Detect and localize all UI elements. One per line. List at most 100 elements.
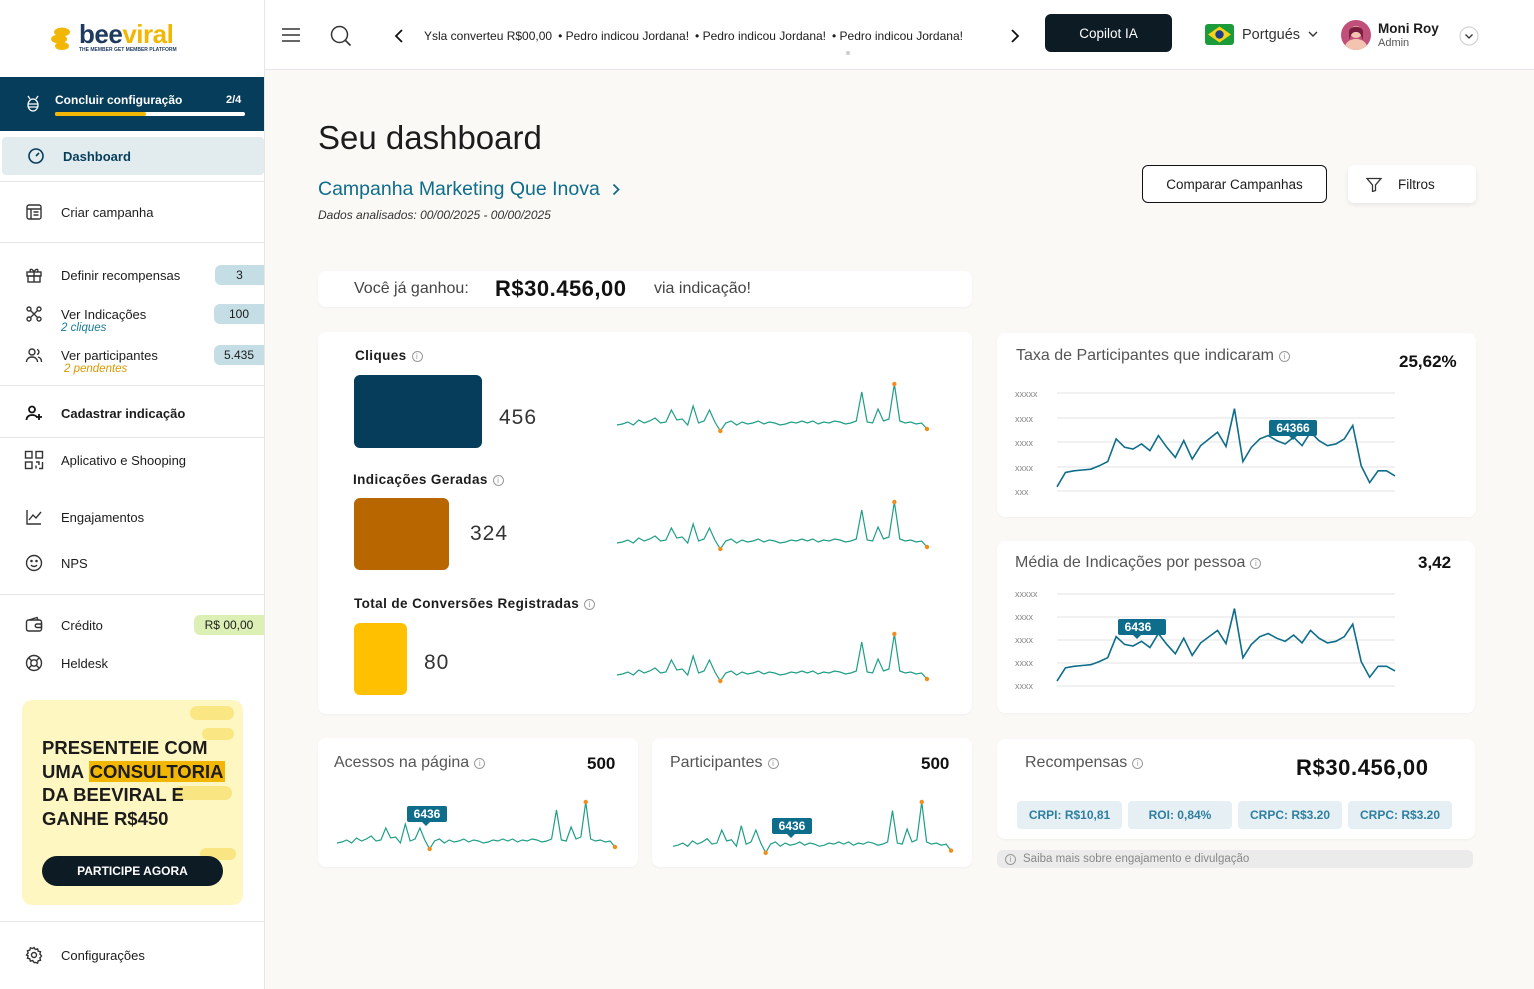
honeycomb-decoration (174, 706, 236, 860)
chevron-down-icon (1308, 31, 1318, 37)
copilot-button[interactable]: Copilot IA (1045, 14, 1172, 52)
users-icon (24, 345, 44, 365)
divider (0, 181, 264, 182)
avg-referrals-card: Média de Indicações por pessoa i 3,42 xxx… (997, 541, 1475, 713)
search-icon[interactable] (330, 25, 352, 47)
card-value: 500 (587, 754, 616, 773)
highlight-point (763, 850, 768, 855)
sidebar-item-dashboard[interactable]: Dashboard (2, 137, 264, 175)
smile-icon (24, 553, 44, 573)
sparkline: 6436 (672, 799, 954, 855)
logo[interactable]: beeviral THE MEMBER GET MEMBER PLATFORM (50, 19, 177, 53)
metric-title: Total de Conversões Registradas i (354, 596, 596, 611)
sidebar-item-aplicativo[interactable]: Aplicativo e Shooping (0, 441, 264, 479)
earned-suffix: via indicação! (654, 280, 751, 297)
promo-banner[interactable]: PRESENTEIE COM UMA CONSULTORIA DA BEEVIR… (22, 700, 243, 905)
y-axis-label: xxx (1015, 487, 1029, 497)
sidebar-item-label: NPS (61, 555, 88, 571)
language-label: Portgués (1242, 26, 1301, 43)
highlight-point (948, 848, 954, 853)
earned-banner: Você já ganhou: R$30.456,00 via indicaçã… (318, 271, 972, 307)
filter-icon (1366, 177, 1382, 192)
info-icon[interactable]: i (1278, 351, 1290, 362)
sidebar-item-label: Ver Indicações (61, 306, 147, 322)
info-icon[interactable]: i (584, 599, 596, 610)
compare-campaigns-button[interactable]: Comparar Campanhas (1142, 165, 1327, 203)
info-icon[interactable]: i (492, 475, 504, 486)
sidebar-item-label: Criar campanha (61, 204, 154, 220)
y-axis-label: xxxx (1015, 414, 1034, 424)
sidebar-item-cadastrar[interactable]: Cadastrar indicação (0, 394, 264, 432)
language-selector[interactable]: Portgués (1205, 24, 1318, 45)
sidebar-item-participantes[interactable]: Ver participantes 2 pendentes 5.435 (0, 336, 264, 375)
sidebar-item-recompensas[interactable]: Definir recompensas 3 (0, 256, 264, 294)
chart-tooltip: 6436 (1118, 619, 1166, 639)
y-axis-label: xxxx (1015, 612, 1034, 622)
sidebar-item-label: Aplicativo e Shooping (61, 452, 187, 468)
promo-cta-button[interactable]: PARTICIPE AGORA (42, 856, 223, 886)
participants-card: Participantes i 500 6436 (652, 738, 972, 867)
bee-icon (27, 95, 39, 112)
info-icon[interactable]: i (1250, 558, 1262, 569)
card-title: Participantes i (670, 754, 779, 772)
svg-text:6436: 6436 (1125, 620, 1152, 634)
indicacoes-badge: 100 (214, 304, 264, 324)
svg-text:6436: 6436 (779, 819, 806, 833)
sidebar-item-credito[interactable]: Crédito R$ 00,00 (0, 606, 264, 644)
highlight-point (718, 678, 723, 684)
carousel-dot (846, 51, 850, 55)
campaign-selector[interactable]: Campanha Marketing Que Inova (318, 178, 620, 201)
metrics-card: Cliques i 456 Indicações Geradas i 324 Tot… (318, 332, 972, 714)
sidebar-item-indicacoes[interactable]: Ver Indicações 2 cliques 100 (0, 295, 264, 334)
setup-progress[interactable]: Concluir configuração 2/4 (0, 77, 264, 131)
card-title: Taxa de Participantes que indicaram i (1016, 347, 1290, 365)
engagement-help-link[interactable]: i Saiba mais sobre engajamento e divulga… (997, 850, 1473, 868)
chevron-left-icon[interactable] (394, 29, 404, 43)
info-icon[interactable]: i (411, 351, 423, 362)
sparkline (616, 381, 930, 434)
qr-code-icon (24, 450, 44, 470)
topbar (265, 0, 1534, 70)
sparkline (616, 499, 930, 552)
wallet-icon (24, 615, 44, 635)
gear-icon (24, 945, 44, 965)
info-icon[interactable]: i (1132, 758, 1144, 769)
brazil-flag-icon (1205, 24, 1234, 45)
sidebar-item-nps[interactable]: NPS (0, 544, 264, 582)
help-text: Saiba mais sobre engajamento e divulgaçã… (1023, 853, 1250, 865)
analysis-period: Dados analisados: 00/00/2025 - 00/00/202… (318, 208, 551, 222)
setup-count: 2/4 (226, 94, 242, 106)
filters-button[interactable]: Filtros (1348, 165, 1476, 203)
filters-label: Filtros (1398, 176, 1435, 192)
info-icon[interactable]: i (767, 758, 779, 769)
ticker-item: Ysla converteu R$00,00 (424, 29, 553, 43)
page-title: Seu dashboard (318, 119, 542, 156)
sparkline-path (616, 383, 928, 433)
sidebar-item-configuracoes[interactable]: Configurações (0, 936, 264, 974)
menu-icon[interactable] (282, 27, 300, 43)
setup-progress-bar (55, 112, 245, 116)
info-icon[interactable]: i (474, 758, 486, 769)
credito-badge: R$ 00,00 (194, 615, 264, 635)
metric-value: 324 (470, 522, 509, 545)
sidebar-item-criar-campanha[interactable]: Criar campanha (0, 193, 264, 231)
divider (0, 385, 264, 386)
sidebar-item-engajamentos[interactable]: Engajamentos (0, 498, 264, 536)
chevron-right-icon[interactable] (1010, 29, 1020, 43)
metric-swatch (354, 375, 482, 448)
setup-progress-fill (55, 112, 147, 116)
metric-swatch (354, 498, 449, 570)
y-axis-label: xxxx (1015, 681, 1034, 691)
promo-text: PRESENTEIE COM UMA CONSULTORIA DA BEEVIR… (42, 737, 225, 829)
brand-name-b: viral (122, 19, 174, 49)
brand-tagline: THE MEMBER GET MEMBER PLATFORM (79, 47, 177, 53)
sidebar-item-heldesk[interactable]: Heldesk (0, 644, 264, 682)
highlight-point (612, 844, 618, 850)
kpi-badge: CRPI: R$10,81 (1017, 801, 1122, 829)
avatar (1341, 20, 1371, 50)
highlight-point (892, 381, 897, 387)
user-name: Moni Roy (1378, 21, 1439, 36)
ticker-item: • Pedro indicou Jordana! (558, 29, 690, 43)
user-dropdown-icon[interactable] (1459, 26, 1479, 46)
sidebar-item-label: Heldesk (61, 655, 108, 671)
